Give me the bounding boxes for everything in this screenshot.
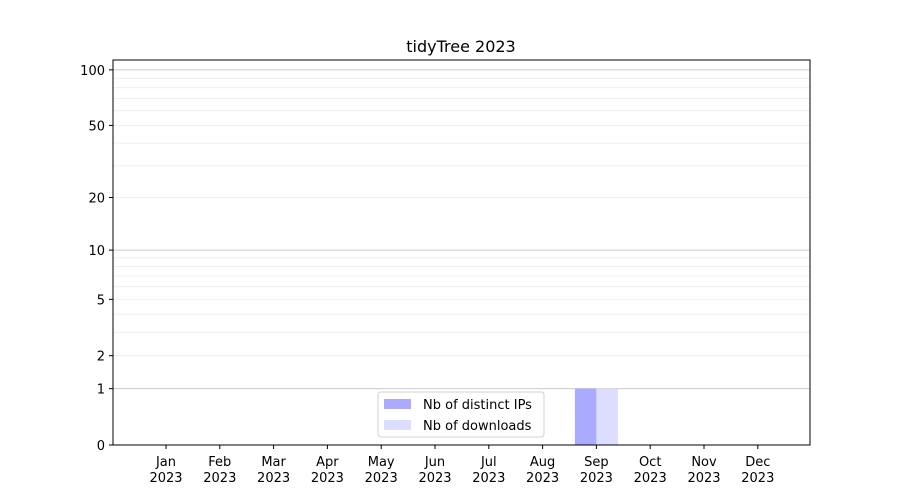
bars bbox=[574, 388, 618, 445]
x-tick-label: Feb bbox=[208, 455, 231, 470]
x-tick-label: Sep bbox=[584, 455, 609, 470]
chart-title: tidyTree 2023 bbox=[406, 37, 515, 56]
x-axis: Jan2023Feb2023Mar2023Apr2023May2023Jun20… bbox=[149, 445, 774, 486]
x-tick-label: Aug bbox=[530, 455, 555, 470]
x-tick-label: Jun bbox=[424, 455, 445, 470]
x-tick-label: 2023 bbox=[311, 471, 344, 486]
x-tick-label: May bbox=[368, 455, 395, 470]
x-tick-label: 2023 bbox=[580, 471, 613, 486]
y-tick-label: 5 bbox=[97, 293, 105, 308]
x-tick-label: 2023 bbox=[203, 471, 236, 486]
y-tick-label: 10 bbox=[88, 244, 105, 259]
x-tick-label: 2023 bbox=[257, 471, 290, 486]
grid bbox=[113, 69, 810, 390]
y-tick-label: 0 bbox=[97, 439, 105, 454]
legend-swatch bbox=[384, 420, 411, 430]
y-tick-label: 50 bbox=[88, 119, 105, 134]
y-tick-label: 2 bbox=[97, 350, 105, 365]
x-tick-label: Dec bbox=[745, 455, 770, 470]
x-tick-label: Jan bbox=[155, 455, 176, 470]
x-tick-label: 2023 bbox=[472, 471, 505, 486]
legend-box bbox=[377, 391, 545, 438]
x-tick-label: Apr bbox=[316, 455, 339, 470]
x-tick-label: 2023 bbox=[149, 471, 182, 486]
bar bbox=[596, 388, 618, 445]
y-tick-label: 1 bbox=[97, 383, 105, 398]
y-axis: 0 1 2 5 10 20 50 100 bbox=[80, 64, 113, 454]
legend-swatch bbox=[384, 399, 411, 409]
x-tick-label: Mar bbox=[261, 455, 286, 470]
x-tick-label: 2023 bbox=[741, 471, 774, 486]
y-tick-label: 100 bbox=[80, 64, 105, 79]
bar bbox=[574, 388, 597, 445]
x-tick-label: 2023 bbox=[418, 471, 451, 486]
legend-label: Nb of downloads bbox=[423, 419, 532, 434]
x-tick-label: Nov bbox=[691, 455, 717, 470]
x-tick-label: 2023 bbox=[634, 471, 667, 486]
legend: Nb of distinct IPs Nb of downloads bbox=[377, 391, 545, 438]
x-tick-label: Jul bbox=[480, 455, 497, 470]
plot-frame bbox=[112, 59, 811, 446]
x-tick-label: 2023 bbox=[687, 471, 720, 486]
x-tick-label: 2023 bbox=[526, 471, 559, 486]
legend-label: Nb of distinct IPs bbox=[423, 398, 532, 413]
x-tick-label: Oct bbox=[639, 455, 661, 470]
x-tick-label: 2023 bbox=[365, 471, 398, 486]
y-tick-label: 20 bbox=[88, 192, 105, 207]
